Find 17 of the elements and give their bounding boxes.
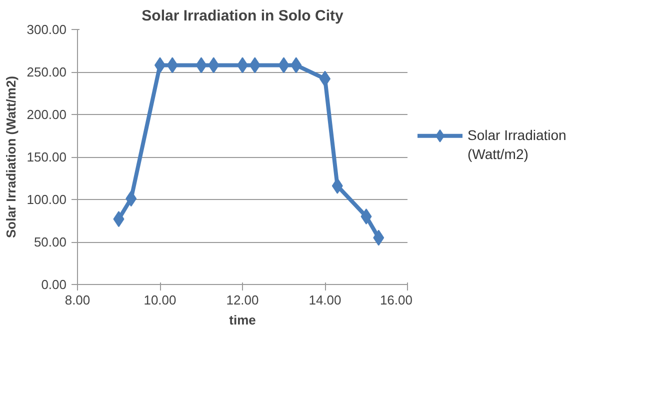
point: [360, 208, 372, 224]
x-tick-label: 10.00: [144, 292, 176, 308]
chart-title: Solar Irradiation in Solo City: [142, 8, 344, 24]
y-tick-label: 150.00: [26, 150, 67, 164]
y-tick-label: 200.00: [26, 107, 67, 122]
y-tick-label: 100.00: [26, 192, 67, 207]
x-tick-label: 14.00: [308, 292, 342, 308]
x-tick-label: 16.00: [380, 292, 413, 308]
legend-label: Solar Irradiation (Watt/m2): [468, 126, 566, 162]
x-tick-label: 12.00: [226, 292, 259, 308]
x-axis-title: time: [229, 312, 256, 328]
x-tick-label: 8.00: [64, 292, 90, 308]
y-axis-title: Solar Irradiation (Watt/m2): [4, 76, 19, 238]
y-tick-label: 0.00: [41, 277, 67, 292]
y-tick-label: 300.00: [26, 22, 67, 37]
y-tick-label: 50.00: [34, 234, 67, 250]
y-tick-label: 250.00: [26, 64, 67, 80]
